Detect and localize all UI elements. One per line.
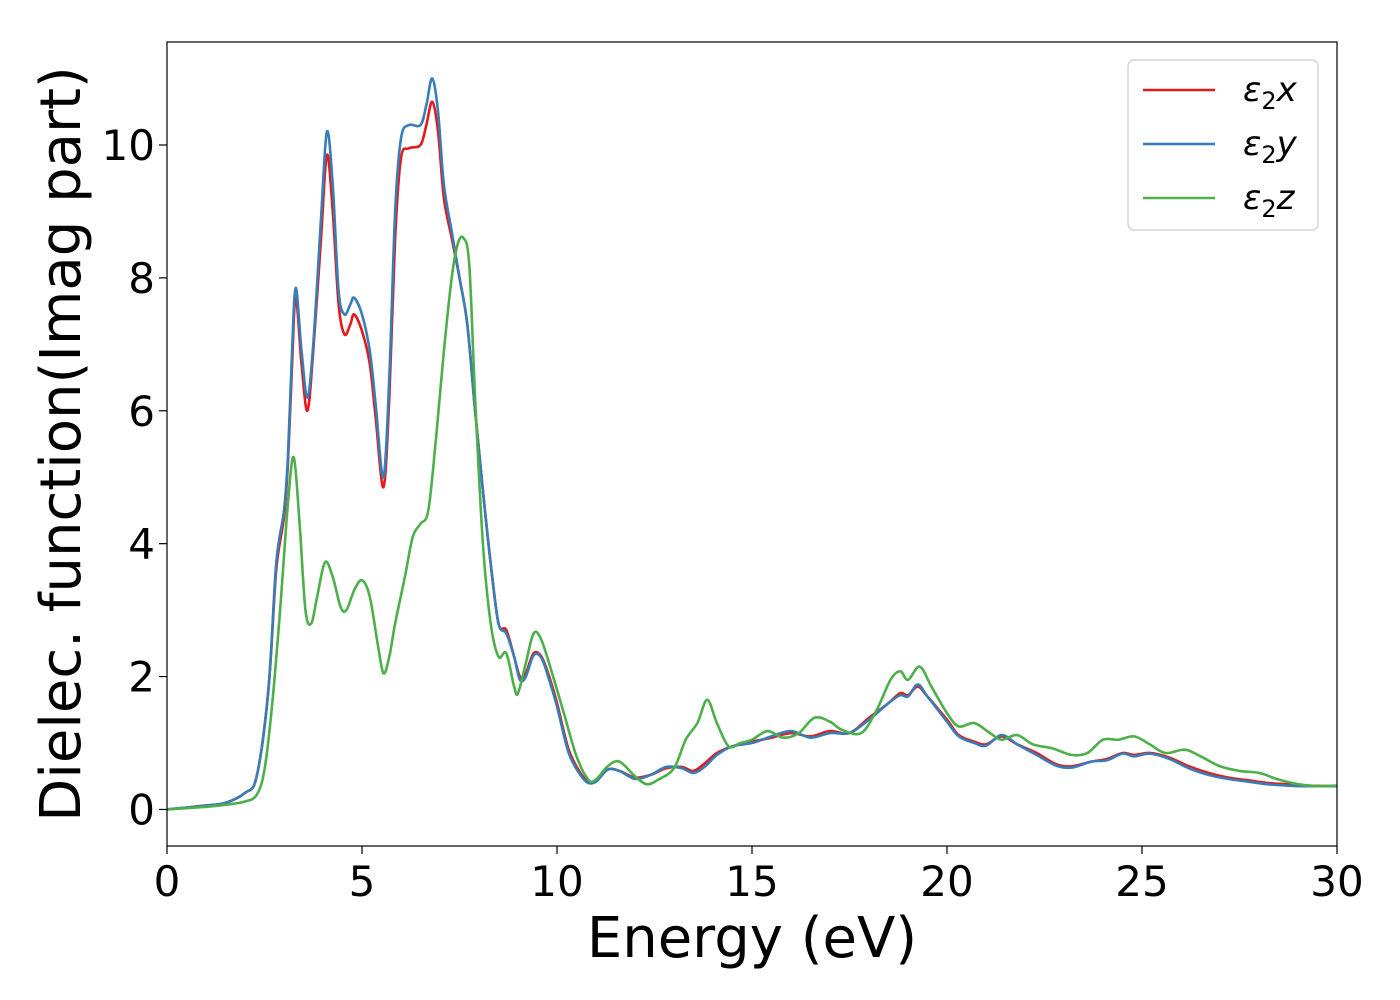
legend-label-z: ε2z (1243, 178, 1296, 223)
y-axis-label: Dielec. function(Imag part) (29, 66, 94, 822)
y-tick-label: 6 (128, 387, 155, 436)
legend-label-x: ε2x (1243, 70, 1298, 115)
x-tick-label: 20 (920, 857, 973, 906)
y-tick-label: 0 (128, 785, 155, 834)
legend: ε2x ε2y ε2z (1127, 59, 1319, 231)
y-tick-label: 10 (102, 121, 155, 170)
y-axis-ticks: 0 2 4 6 8 10 (102, 121, 167, 834)
x-axis-ticks: 0 5 10 15 20 25 30 (154, 846, 1364, 906)
series-line-z (166, 235, 1338, 811)
legend-box (1127, 59, 1319, 231)
series-layer (166, 77, 1338, 811)
x-tick-label: 30 (1310, 857, 1363, 906)
x-tick-label: 10 (530, 857, 583, 906)
y-tick-label: 8 (128, 254, 155, 303)
series-line-y (166, 77, 1338, 811)
x-tick-label: 0 (154, 857, 181, 906)
x-tick-label: 15 (725, 857, 778, 906)
y-tick-label: 4 (128, 520, 155, 569)
x-tick-label: 5 (349, 857, 376, 906)
x-tick-label: 25 (1115, 857, 1168, 906)
legend-label-y: ε2y (1243, 124, 1298, 169)
y-tick-label: 2 (128, 653, 155, 702)
x-axis-label: Energy (eV) (587, 906, 917, 971)
